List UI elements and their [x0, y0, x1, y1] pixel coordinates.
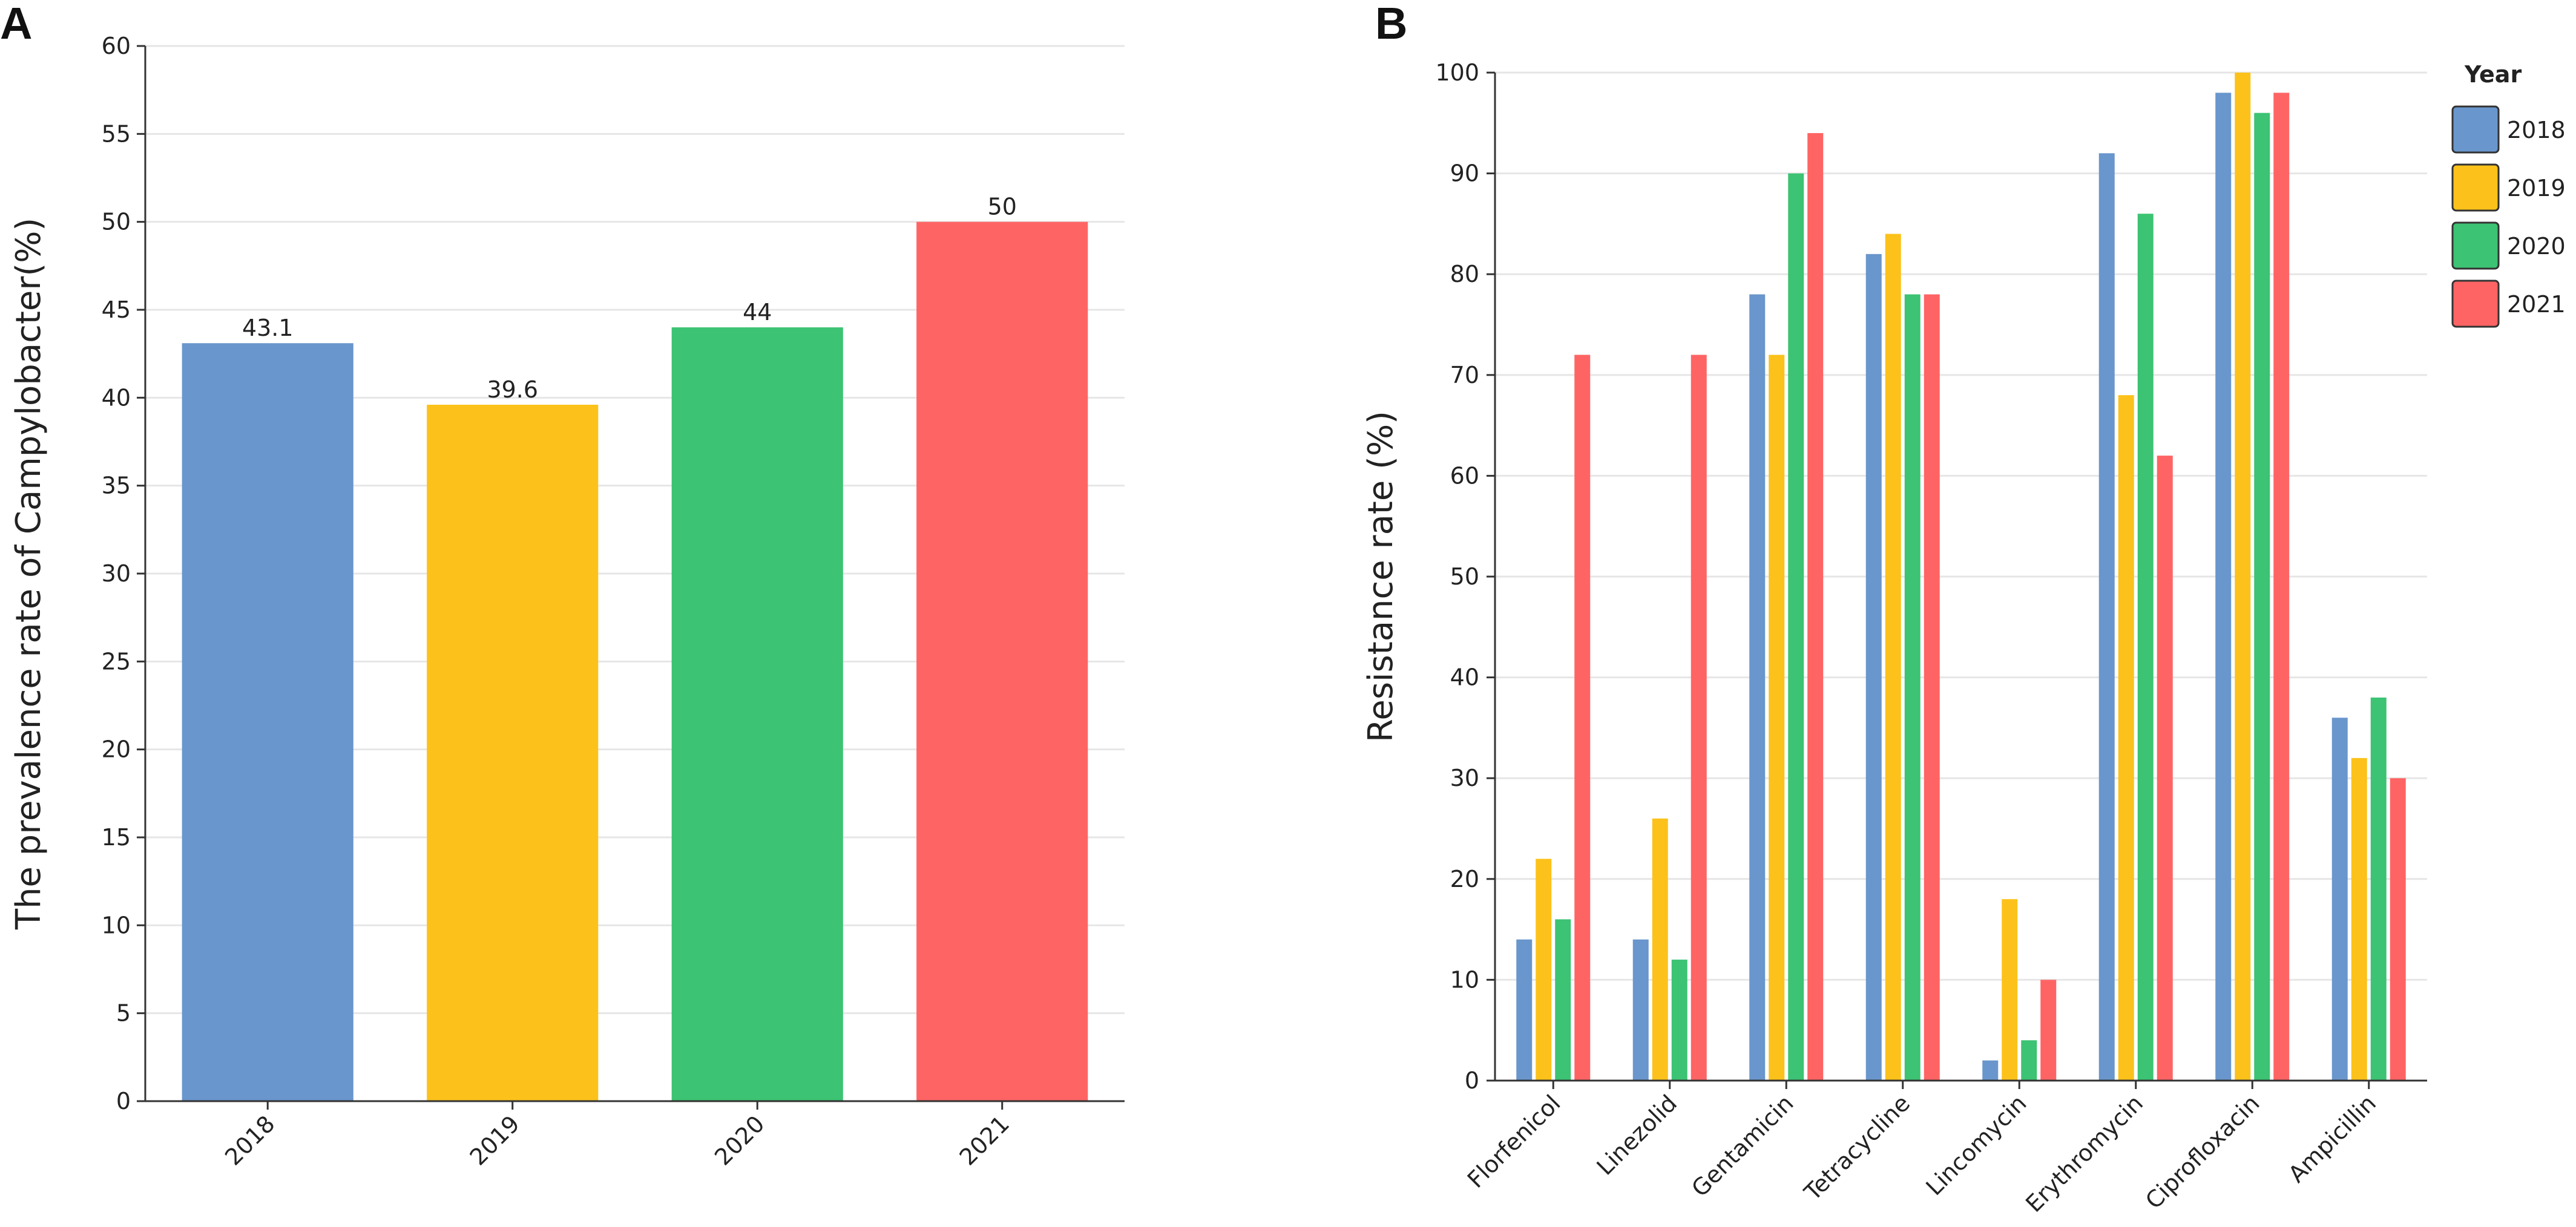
bar-Ciprofloxacin-2019 — [2235, 73, 2251, 1081]
bar-Ampicillin-2020 — [2370, 697, 2387, 1081]
y-tick-label: 80 — [1450, 261, 1479, 287]
y-tick-label: 30 — [1450, 765, 1479, 791]
y-tick-label: 0 — [1465, 1067, 1479, 1094]
legend-swatch-2021 — [2451, 280, 2500, 328]
data-label: 50 — [988, 194, 1017, 220]
bar-Erythromycin-2018 — [2098, 153, 2115, 1081]
y-tick-label: 20 — [1450, 866, 1479, 892]
y-tick-label: 60 — [102, 33, 131, 59]
bar-Ciprofloxacin-2018 — [2215, 93, 2232, 1081]
resistance-chart: 0 10 20 30 40 50 60 70 80 90 100 Florfenicol Linezol… — [1361, 59, 2566, 1217]
legend-label: 2020 — [2507, 233, 2566, 260]
x-tick-label: Tetracycline — [1799, 1090, 1915, 1206]
bar-Gentamicin-2018 — [1749, 294, 1766, 1081]
bar-Ampicillin-2018 — [2331, 718, 2348, 1081]
bar-Linezolid-2019 — [1652, 818, 1668, 1081]
bar-Erythromycin-2020 — [2137, 214, 2154, 1081]
data-label: 39.6 — [487, 376, 538, 403]
legend-title: Year — [2464, 61, 2522, 88]
x-tick-label: Lincomycin — [1920, 1090, 2031, 1200]
bar-Erythromycin-2019 — [2118, 395, 2134, 1081]
y-axis-title: The prevalence rate of Campylobacter(%) — [9, 218, 48, 931]
bar-Tetracycline-2020 — [1904, 294, 1920, 1081]
x-tick-label: Florfenicol — [1462, 1090, 1566, 1193]
prevalence-chart: 0 5 10 15 20 25 30 35 40 45 50 55 60 43.1 2018 39.6 2019… — [9, 33, 1125, 1171]
bar-Lincomycin-2021 — [2040, 980, 2057, 1081]
bar-2019 — [427, 404, 599, 1102]
x-tick-label: 2020 — [709, 1110, 770, 1171]
bar-Ampicillin-2021 — [2390, 778, 2406, 1081]
y-tick-label: 30 — [102, 560, 131, 587]
y-tick-label: 100 — [1435, 59, 1479, 86]
bar-Florfenicol-2020 — [1555, 919, 1571, 1081]
legend-label: 2019 — [2507, 175, 2566, 201]
bar-Linezolid-2021 — [1690, 355, 1707, 1081]
bar-Florfenicol-2018 — [1516, 939, 1533, 1081]
panel-letter-b: B — [1375, 0, 1407, 48]
x-tick-label: Ciprofloxacin — [2140, 1090, 2264, 1214]
bar-Gentamicin-2020 — [1788, 173, 1804, 1081]
x-tick-label: Ampicillin — [2283, 1090, 2381, 1188]
bar-Florfenicol-2019 — [1536, 859, 1552, 1081]
bar-Linezolid-2020 — [1671, 960, 1687, 1081]
bar-Gentamicin-2021 — [1807, 133, 1824, 1081]
bar-Ciprofloxacin-2021 — [2273, 93, 2290, 1081]
bar-Tetracycline-2021 — [1924, 294, 1940, 1081]
x-tick-label: Gentamicin — [1686, 1090, 1798, 1202]
bar-Ampicillin-2019 — [2351, 757, 2367, 1081]
bar-2021 — [916, 221, 1088, 1102]
y-tick-label: 20 — [102, 736, 131, 763]
legend-swatch-2018 — [2451, 105, 2500, 154]
data-label: 43.1 — [242, 315, 294, 341]
y-tick-label: 40 — [1450, 664, 1479, 691]
y-tick-label: 90 — [1450, 160, 1479, 187]
y-axis-title: Resistance rate (%) — [1361, 411, 1401, 742]
legend-swatch-2020 — [2451, 221, 2500, 270]
y-tick-label: 15 — [102, 824, 131, 851]
panel-letter-a: A — [0, 0, 32, 48]
bar-2018 — [182, 343, 353, 1101]
data-label: 44 — [743, 299, 772, 326]
y-tick-label: 45 — [102, 296, 131, 323]
bar-Florfenicol-2021 — [1574, 355, 1591, 1081]
y-tick-label: 10 — [102, 912, 131, 938]
y-tick-label: 0 — [116, 1088, 131, 1114]
y-tick-label: 5 — [116, 1000, 131, 1027]
y-tick-label: 60 — [1450, 462, 1479, 489]
y-tick-label: 50 — [1450, 563, 1479, 590]
y-tick-label: 70 — [1450, 362, 1479, 388]
bar-Lincomycin-2019 — [2002, 899, 2018, 1081]
x-tick-label: 2019 — [465, 1110, 525, 1171]
y-tick-label: 10 — [1450, 966, 1479, 993]
bar-Lincomycin-2018 — [1982, 1060, 1999, 1081]
x-tick-label: 2018 — [220, 1110, 280, 1171]
bar-Linezolid-2018 — [1632, 939, 1649, 1081]
bar-Tetracycline-2018 — [1865, 254, 1882, 1081]
legend-swatch-2019 — [2451, 163, 2500, 212]
bar-Lincomycin-2020 — [2021, 1040, 2037, 1081]
bar-Erythromycin-2021 — [2157, 456, 2173, 1081]
y-tick-label: 55 — [102, 120, 131, 147]
bar-Gentamicin-2019 — [1769, 355, 1785, 1081]
x-tick-label: 2021 — [954, 1110, 1015, 1171]
bar-2020 — [671, 327, 843, 1101]
bar-Tetracycline-2019 — [1885, 234, 1901, 1081]
y-tick-label: 25 — [102, 648, 131, 675]
x-tick-label: Linezolid — [1591, 1090, 1682, 1180]
y-tick-label: 40 — [102, 384, 131, 411]
bar-Ciprofloxacin-2020 — [2254, 113, 2270, 1081]
x-tick-label: Erythromycin — [2020, 1090, 2148, 1217]
y-tick-label: 50 — [102, 209, 131, 235]
legend-label: 2018 — [2507, 117, 2566, 143]
legend-label: 2021 — [2507, 291, 2566, 318]
y-tick-label: 35 — [102, 473, 131, 499]
